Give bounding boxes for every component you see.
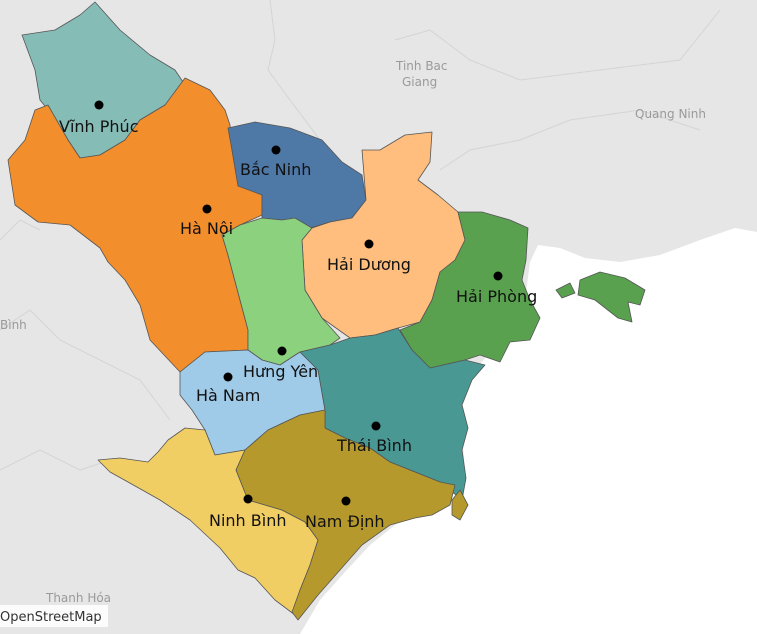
marker-ninh-binh[interactable]: [243, 494, 253, 504]
province-thai-binh-island[interactable]: [451, 489, 469, 521]
basemap-border: [267, 0, 321, 141]
basemap-label-binh: Bình: [0, 318, 27, 332]
marker-ha-nam[interactable]: [223, 372, 233, 382]
basemap-label-tinh-bac-giang-2: Giang: [402, 75, 437, 89]
label-hai-duong: Hải Dương: [327, 255, 411, 274]
basemap-border: [0, 449, 111, 471]
label-bac-ninh: Bắc Ninh: [240, 160, 311, 179]
province-hai-phong-island[interactable]: [577, 271, 646, 323]
label-ha-nam: Hà Nam: [196, 386, 260, 405]
basemap-border: [0, 219, 41, 241]
basemap-label-thanh-hoa: Thanh Hóa: [45, 591, 111, 605]
province-nam-dinh[interactable]: [235, 409, 456, 621]
label-hung-yen: Hưng Yên: [243, 362, 318, 381]
label-hai-phong: Hải Phòng: [456, 287, 537, 306]
basemap-border: [439, 109, 701, 171]
basemap-border: [0, 309, 171, 421]
marker-thai-binh[interactable]: [371, 421, 381, 431]
province-hai-phong[interactable]: [399, 211, 541, 369]
label-ha-noi: Hà Nội: [180, 219, 233, 238]
marker-bac-ninh[interactable]: [271, 145, 281, 155]
marker-vinh-phuc[interactable]: [94, 100, 104, 110]
basemap-label-tinh-bac-giang: Tinh Bac: [395, 59, 448, 73]
label-vinh-phuc: Vĩnh Phúc: [59, 117, 138, 136]
marker-nam-dinh[interactable]: [341, 496, 351, 506]
marker-hung-yen[interactable]: [277, 346, 287, 356]
marker-hai-duong[interactable]: [364, 239, 374, 249]
label-thai-binh: Thái Bình: [336, 436, 412, 455]
attribution-box: [0, 605, 108, 627]
label-ninh-binh: Ninh Bình: [209, 511, 286, 530]
province-hai-phong-island[interactable]: [555, 282, 576, 299]
attribution-text[interactable]: OpenStreetMap: [0, 610, 102, 625]
label-nam-dinh: Nam Định: [305, 512, 385, 531]
basemap-border: [394, 9, 721, 81]
province-hung-yen[interactable]: [221, 217, 341, 366]
basemap-label-quang-ninh: Quang Ninh: [635, 107, 706, 121]
marker-ha-noi[interactable]: [202, 204, 212, 214]
marker-hai-phong[interactable]: [493, 271, 503, 281]
